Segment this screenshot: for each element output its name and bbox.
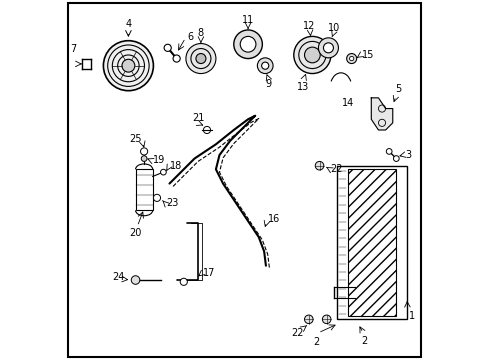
Text: 5: 5 (394, 84, 401, 94)
Circle shape (203, 126, 210, 134)
Circle shape (304, 47, 320, 63)
Circle shape (160, 169, 166, 175)
Circle shape (386, 149, 391, 154)
Circle shape (185, 44, 216, 73)
Circle shape (322, 315, 330, 324)
Text: 14: 14 (341, 98, 353, 108)
Circle shape (233, 30, 262, 59)
Text: 22: 22 (329, 164, 342, 174)
Text: 24: 24 (112, 272, 124, 282)
Text: 15: 15 (361, 50, 373, 60)
Circle shape (293, 36, 330, 73)
Circle shape (261, 62, 268, 69)
FancyBboxPatch shape (347, 169, 395, 316)
Text: 2: 2 (312, 337, 318, 347)
Text: 17: 17 (203, 268, 215, 278)
Circle shape (164, 44, 171, 51)
Circle shape (141, 156, 147, 161)
Text: 2: 2 (360, 337, 366, 346)
Circle shape (349, 57, 353, 61)
Bar (135, 169, 152, 210)
Text: 8: 8 (198, 28, 203, 38)
Text: 18: 18 (169, 161, 182, 171)
Text: 1: 1 (408, 311, 414, 321)
Circle shape (196, 54, 205, 64)
Circle shape (318, 38, 338, 58)
Circle shape (131, 276, 140, 284)
Text: 19: 19 (153, 156, 165, 165)
Text: 22: 22 (290, 328, 303, 338)
Bar (337, 166, 406, 319)
Text: 7: 7 (70, 44, 77, 54)
Circle shape (346, 54, 356, 64)
Text: 10: 10 (327, 23, 339, 33)
Polygon shape (370, 98, 392, 130)
Circle shape (315, 161, 323, 170)
Text: 23: 23 (166, 198, 178, 208)
Circle shape (323, 43, 333, 53)
Text: 6: 6 (187, 32, 193, 42)
Text: 20: 20 (129, 228, 142, 238)
Circle shape (103, 41, 153, 91)
Circle shape (180, 278, 187, 285)
Circle shape (257, 58, 272, 73)
Text: 16: 16 (267, 214, 280, 224)
Text: 4: 4 (125, 19, 131, 29)
Circle shape (240, 36, 255, 52)
Text: 3: 3 (405, 150, 410, 160)
Circle shape (153, 194, 160, 202)
Text: 11: 11 (242, 15, 254, 24)
Circle shape (140, 148, 147, 155)
Text: 9: 9 (265, 79, 271, 89)
Text: 21: 21 (191, 113, 204, 123)
Text: 13: 13 (297, 82, 309, 92)
Circle shape (173, 55, 180, 62)
Circle shape (304, 315, 312, 324)
Text: 25: 25 (129, 134, 141, 144)
Text: 12: 12 (303, 21, 315, 31)
Circle shape (122, 59, 135, 72)
Circle shape (393, 156, 398, 161)
